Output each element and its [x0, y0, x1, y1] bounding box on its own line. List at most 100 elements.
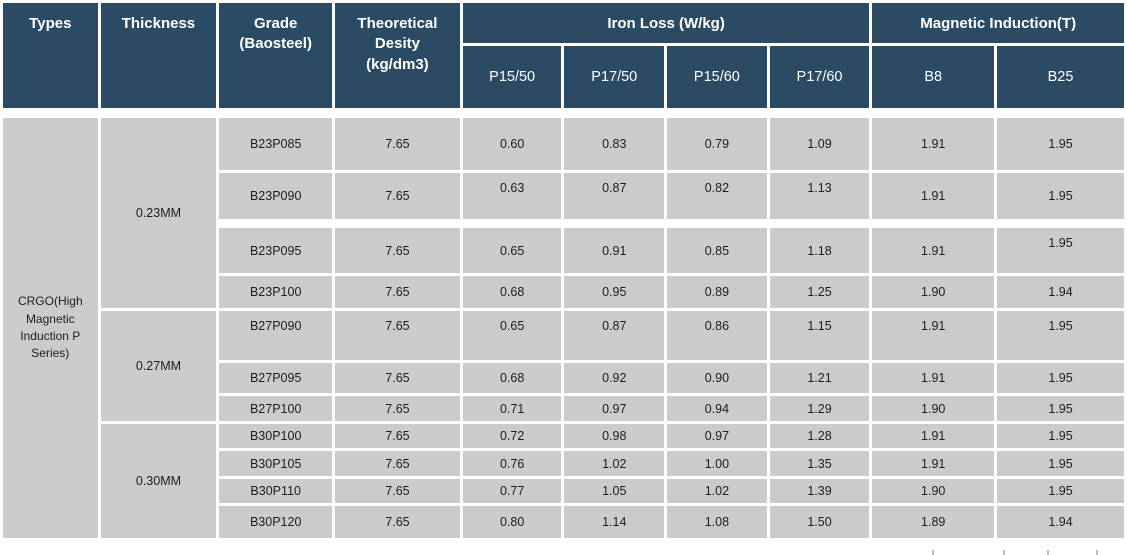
cell-p17-60: 1.39: [769, 479, 870, 503]
cell-density: 7.65: [335, 173, 460, 219]
header-p15-60: P15/60: [667, 46, 767, 108]
cell-p15-50: 0.72: [462, 424, 562, 448]
cell-p17-50: 0.98: [564, 424, 665, 448]
cell-b8: 1.90: [872, 276, 995, 308]
cell-p15-60: 0.89: [667, 276, 767, 308]
table-row: B27P100 7.65 0.71 0.97 0.94 1.29 1.90 1.…: [3, 396, 1124, 421]
cell-p17-60: 1.18: [769, 228, 870, 273]
cell-b8: 1.91: [872, 228, 995, 273]
cell-p17-60: 1.21: [769, 363, 870, 393]
cell-p17-60: 1.29: [769, 396, 870, 421]
cell-b25: 1.95: [997, 479, 1124, 503]
thickness-value-027: 0.27MM: [100, 311, 217, 421]
cell-p17-50: 1.05: [564, 479, 665, 503]
cell-p17-50: 0.95: [564, 276, 665, 308]
cell-p17-50: 0.91: [564, 228, 665, 273]
cell-grade: B23P100: [219, 276, 333, 308]
table-row: B23P100 7.65 0.68 0.95 0.89 1.25 1.90 1.…: [3, 276, 1124, 308]
table-row: B30P120 7.65 0.80 1.14 1.08 1.50 1.89 1.…: [3, 506, 1124, 538]
cell-b8: 1.91: [872, 118, 995, 170]
crop-artifact-tick: [1003, 550, 1005, 555]
header-group-iron-loss: Iron Loss (W/kg): [462, 3, 870, 43]
cell-b8: 1.90: [872, 396, 995, 421]
cell-grade: B30P100: [219, 424, 333, 448]
cell-b8: 1.91: [872, 311, 995, 360]
cell-grade: B30P105: [219, 451, 333, 476]
crop-artifact-tick: [1047, 550, 1049, 555]
cell-b25: 1.95: [997, 424, 1124, 448]
cell-p15-60: 0.86: [667, 311, 767, 360]
cell-b8: 1.91: [872, 363, 995, 393]
cell-grade: B27P095: [219, 363, 333, 393]
crop-artifact-tick: [1096, 550, 1098, 555]
cell-grade: B23P095: [219, 228, 333, 273]
header-types: Types: [3, 3, 98, 108]
cell-p15-50: 0.68: [462, 276, 562, 308]
cell-p17-60: 1.25: [769, 276, 870, 308]
cell-density: 7.65: [335, 276, 460, 308]
cell-b25: 1.95: [997, 451, 1124, 476]
header-grade: Grade (Baosteel): [219, 3, 333, 108]
cell-b25: 1.95: [997, 396, 1124, 421]
cell-p15-50: 0.68: [462, 363, 562, 393]
cell-density: 7.65: [335, 311, 460, 360]
cell-p15-60: 0.79: [667, 118, 767, 170]
thickness-value-023: 0.23MM: [100, 118, 217, 308]
cell-density: 7.65: [335, 396, 460, 421]
cell-density: 7.65: [335, 424, 460, 448]
table-row: CRGO(High Magnetic Induction P Series) 0…: [3, 118, 1124, 538]
header-b25: B25: [997, 46, 1124, 108]
cell-p17-60: 1.09: [769, 118, 870, 170]
cell-density: 7.65: [335, 363, 460, 393]
cell-p15-60: 0.85: [667, 228, 767, 273]
header-group-magnetic-induction: Magnetic Induction(T): [872, 3, 1124, 43]
cell-p15-50: 0.76: [462, 451, 562, 476]
cell-p15-60: 0.97: [667, 424, 767, 448]
thickness-value-030: 0.30MM: [100, 424, 217, 538]
cell-density: 7.65: [335, 506, 460, 538]
header-body-gap: [3, 111, 1124, 115]
table-row: 0.27MM B27P090 7.65 0.65 0.87 0.86 1.15 …: [3, 311, 1124, 421]
cell-b25: 1.95: [997, 173, 1124, 219]
table-row: B27P095 7.65 0.68 0.92 0.90 1.21 1.91 1.…: [3, 363, 1124, 393]
cell-p17-60: 1.35: [769, 451, 870, 476]
table-row: B30P110 7.65 0.77 1.05 1.02 1.39 1.90 1.…: [3, 479, 1124, 503]
cell-b8: 1.91: [872, 451, 995, 476]
crop-artifact-tick: [932, 550, 934, 555]
cell-b8: 1.90: [872, 479, 995, 503]
cell-grade: B27P090: [219, 311, 333, 360]
cell-p15-50: 0.80: [462, 506, 562, 538]
cell-b8: 1.91: [872, 173, 995, 219]
cell-p17-50: 1.14: [564, 506, 665, 538]
header-theoretical-density: Theoretical Desity (kg/dm3): [335, 3, 460, 108]
cell-b25: 1.95: [997, 363, 1124, 393]
cell-p17-60: 1.15: [769, 311, 870, 360]
cell-grade: B23P085: [219, 118, 333, 170]
cell-p15-50: 0.71: [462, 396, 562, 421]
cell-p17-50: 0.83: [564, 118, 665, 170]
cell-p15-50: 0.63: [462, 173, 562, 219]
cell-p15-60: 0.82: [667, 173, 767, 219]
cell-density: 7.65: [335, 228, 460, 273]
cell-p15-50: 0.65: [462, 228, 562, 273]
table-row: 0.30MM B30P100 7.65 0.72 0.98 0.97 1.28 …: [3, 424, 1124, 538]
cell-b25: 1.95: [997, 311, 1124, 360]
header-b8: B8: [872, 46, 995, 108]
cell-grade: B30P110: [219, 479, 333, 503]
cell-b25: 1.94: [997, 276, 1124, 308]
cell-p15-60: 1.02: [667, 479, 767, 503]
header-p17-50: P17/50: [564, 46, 665, 108]
cell-b8: 1.91: [872, 424, 995, 448]
cell-p17-60: 1.13: [769, 173, 870, 219]
steel-spec-table: Types Thickness Grade (Baosteel) Theoret…: [3, 3, 1124, 538]
cell-p15-50: 0.77: [462, 479, 562, 503]
cell-b25: 1.94: [997, 506, 1124, 538]
cell-p15-50: 0.65: [462, 311, 562, 360]
table-row: B23P095 7.65 0.65 0.91 0.85 1.18 1.91 1.…: [3, 228, 1124, 273]
cell-density: 7.65: [335, 451, 460, 476]
cell-p15-60: 0.94: [667, 396, 767, 421]
cell-p17-50: 1.02: [564, 451, 665, 476]
cell-b8: 1.89: [872, 506, 995, 538]
cell-p17-60: 1.50: [769, 506, 870, 538]
